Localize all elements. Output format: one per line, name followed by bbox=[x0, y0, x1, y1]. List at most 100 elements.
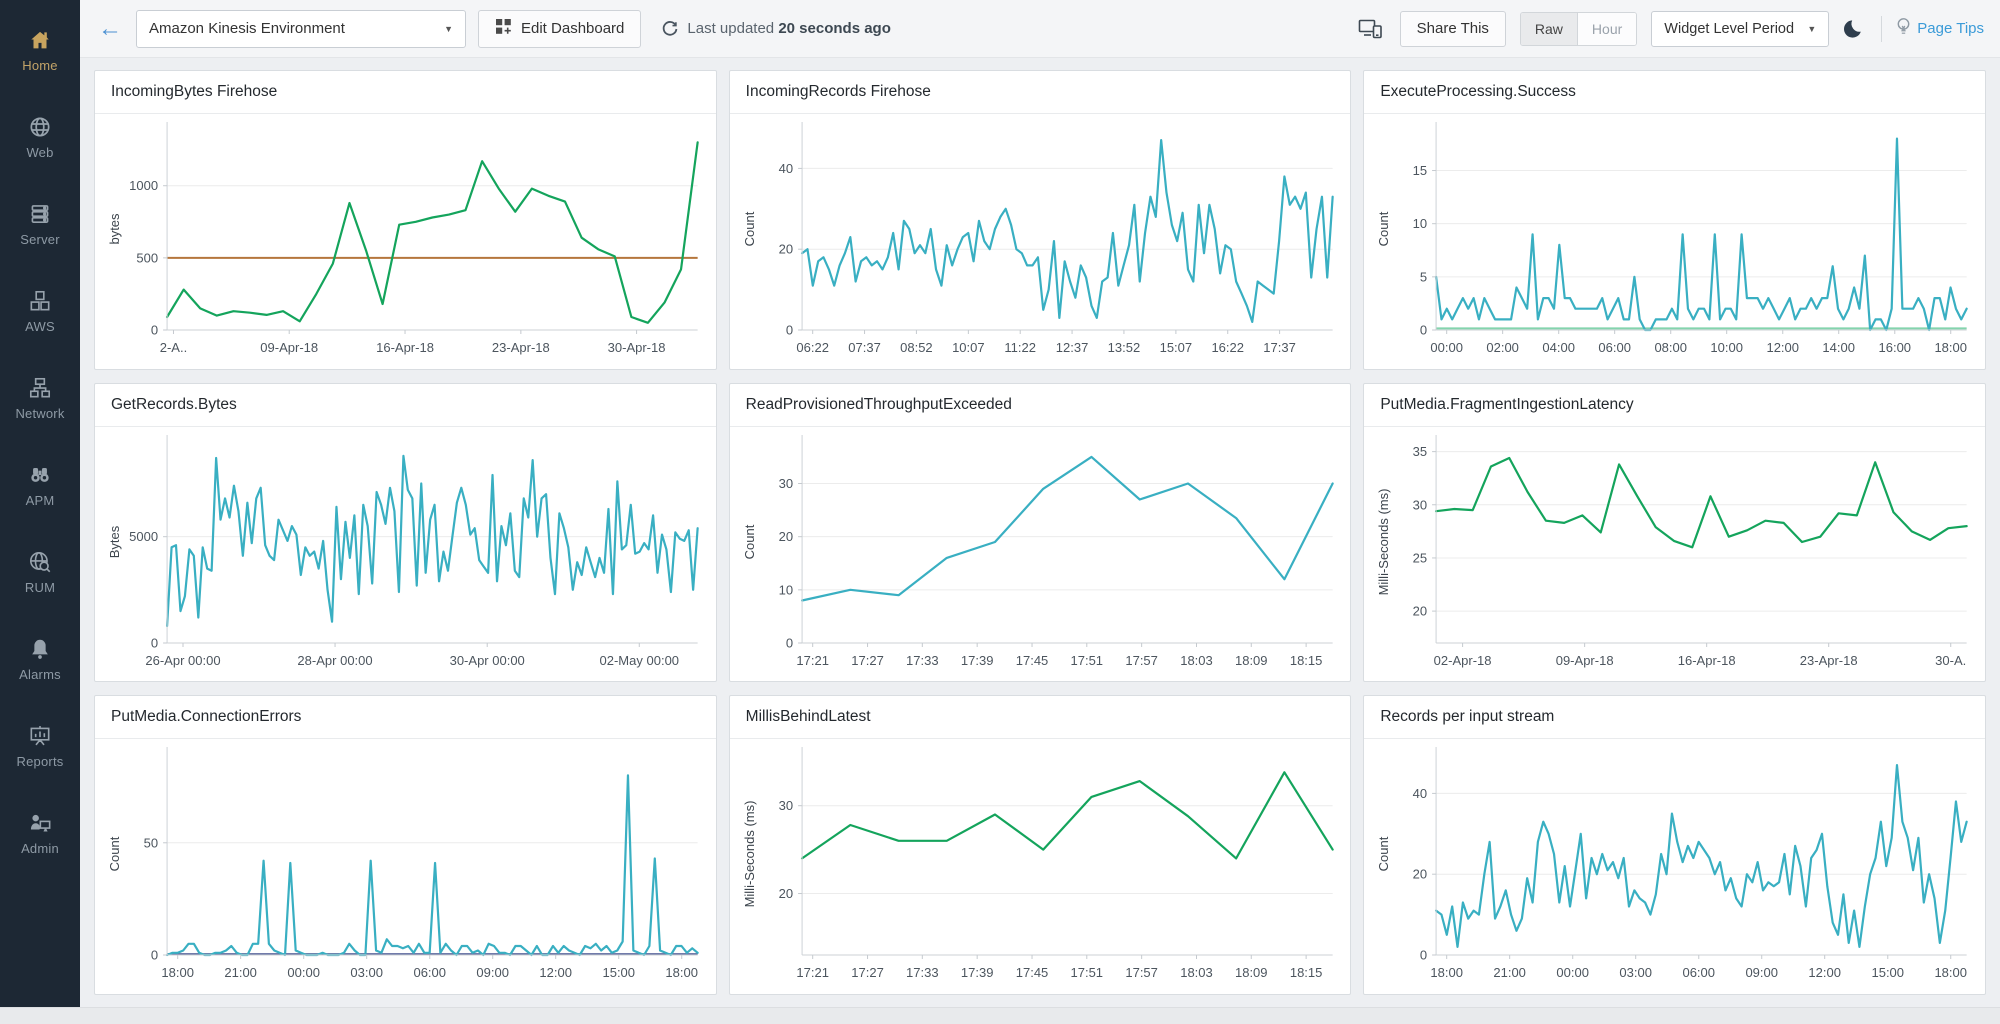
edit-dashboard-button[interactable]: Edit Dashboard bbox=[478, 9, 642, 48]
svg-text:18:00: 18:00 bbox=[1935, 340, 1968, 355]
dashboard-select[interactable]: Amazon Kinesis Environment ▼ bbox=[136, 9, 466, 48]
horizontal-scrollbar[interactable] bbox=[0, 1007, 2000, 1024]
svg-text:30: 30 bbox=[1413, 497, 1427, 512]
svg-text:04:00: 04:00 bbox=[1543, 340, 1576, 355]
svg-text:0: 0 bbox=[1420, 948, 1427, 963]
svg-text:0: 0 bbox=[1420, 323, 1427, 338]
sidebar-item-apm[interactable]: APM bbox=[0, 441, 80, 528]
svg-text:Count: Count bbox=[742, 211, 757, 246]
last-updated-status: Last updated 20 seconds ago bbox=[661, 20, 891, 38]
sidebar-item-label: Alarms bbox=[19, 666, 61, 682]
line-chart[interactable]: 20 25 30 35 02-Apr-18 09-Apr-18 16-Apr-18 23-Ap… bbox=[1364, 427, 1985, 682]
sidebar-item-rum[interactable]: RUM bbox=[0, 528, 80, 615]
line-chart[interactable]: 0 5 10 15 00:00 02:00 04:00 06:00 08:00 10:00 12:0… bbox=[1364, 114, 1985, 369]
svg-text:17:33: 17:33 bbox=[906, 965, 939, 980]
sidebar: Home Web Server AWS Network bbox=[0, 0, 80, 1007]
svg-text:17:39: 17:39 bbox=[961, 965, 994, 980]
svg-text:Count: Count bbox=[742, 524, 757, 559]
svg-text:30-A.: 30-A. bbox=[1936, 653, 1967, 668]
line-chart[interactable]: 0 50 18:00 21:00 00:00 03:00 06:00 09:00 12:00 15… bbox=[95, 739, 716, 994]
bell-icon bbox=[27, 636, 53, 662]
sidebar-item-reports[interactable]: Reports bbox=[0, 702, 80, 789]
granularity-raw-button[interactable]: Raw bbox=[1520, 12, 1578, 45]
sidebar-item-web[interactable]: Web bbox=[0, 93, 80, 180]
svg-text:06:00: 06:00 bbox=[413, 965, 446, 980]
sidebar-item-aws[interactable]: AWS bbox=[0, 267, 80, 354]
svg-text:09:00: 09:00 bbox=[1746, 965, 1779, 980]
line-chart[interactable]: 20 30 17:21 17:27 17:33 17:39 17:45 17:51 17:57 1… bbox=[730, 739, 1351, 994]
svg-text:0: 0 bbox=[785, 635, 792, 650]
chart-title: IncomingRecords Firehose bbox=[729, 71, 1351, 114]
presentation-chart-icon bbox=[27, 723, 53, 749]
sidebar-item-label: Admin bbox=[21, 840, 59, 856]
svg-text:17:33: 17:33 bbox=[906, 653, 939, 668]
svg-text:23-Apr-18: 23-Apr-18 bbox=[492, 340, 550, 355]
svg-text:15:00: 15:00 bbox=[602, 965, 635, 980]
svg-text:18:09: 18:09 bbox=[1235, 965, 1268, 980]
page-tips-link[interactable]: Page Tips bbox=[1896, 17, 1984, 41]
svg-text:06:00: 06:00 bbox=[1683, 965, 1716, 980]
svg-text:15:00: 15:00 bbox=[1872, 965, 1905, 980]
sidebar-item-label: Network bbox=[15, 405, 65, 421]
svg-text:12:00: 12:00 bbox=[1767, 340, 1800, 355]
svg-text:11:22: 11:22 bbox=[1004, 340, 1036, 355]
svg-text:21:00: 21:00 bbox=[224, 965, 257, 980]
svg-text:02:00: 02:00 bbox=[1487, 340, 1520, 355]
svg-text:20: 20 bbox=[778, 529, 792, 544]
line-chart[interactable]: 0 20 40 18:00 21:00 00:00 03:00 06:00 09:00 12:00… bbox=[1364, 739, 1985, 994]
dashboard-select-value: Amazon Kinesis Environment bbox=[149, 20, 345, 37]
refresh-icon[interactable] bbox=[661, 20, 679, 38]
lightbulb-icon bbox=[1896, 17, 1911, 41]
svg-text:17:27: 17:27 bbox=[851, 653, 884, 668]
svg-text:1000: 1000 bbox=[129, 178, 158, 193]
svg-text:17:27: 17:27 bbox=[851, 965, 884, 980]
sidebar-item-alarms[interactable]: Alarms bbox=[0, 615, 80, 702]
chart-title: PutMedia.ConnectionErrors bbox=[95, 696, 716, 740]
svg-text:40: 40 bbox=[1413, 786, 1427, 801]
sidebar-item-label: Web bbox=[26, 144, 54, 160]
dashboard-grid-icon bbox=[495, 18, 512, 39]
svg-text:23-Apr-18: 23-Apr-18 bbox=[1800, 653, 1858, 668]
svg-text:17:45: 17:45 bbox=[1015, 653, 1048, 668]
binoculars-icon bbox=[27, 462, 53, 488]
granularity-hour-button[interactable]: Hour bbox=[1577, 12, 1637, 45]
line-chart[interactable]: 0 500 1000 2-A.. 09-Apr-18 16-Apr-18 23-Apr-18… bbox=[95, 114, 716, 369]
sidebar-item-network[interactable]: Network bbox=[0, 354, 80, 441]
svg-text:18:00: 18:00 bbox=[161, 965, 194, 980]
widget-level-period-select[interactable]: Widget Level Period ▼ bbox=[1651, 10, 1830, 47]
devices-icon[interactable] bbox=[1358, 18, 1386, 40]
share-this-button[interactable]: Share This bbox=[1399, 10, 1506, 47]
svg-text:35: 35 bbox=[1413, 444, 1427, 459]
svg-text:28-Apr 00:00: 28-Apr 00:00 bbox=[297, 653, 372, 668]
granularity-toggle: Raw Hour bbox=[1519, 11, 1638, 46]
chart-title: GetRecords.Bytes bbox=[95, 384, 716, 427]
chart-title: IncomingBytes Firehose bbox=[95, 71, 716, 114]
svg-text:21:00: 21:00 bbox=[1494, 965, 1527, 980]
back-arrow-icon[interactable]: ← bbox=[98, 14, 122, 42]
svg-text:08:52: 08:52 bbox=[900, 340, 933, 355]
svg-text:bytes: bytes bbox=[107, 213, 122, 245]
svg-text:02-May 00:00: 02-May 00:00 bbox=[600, 653, 680, 668]
last-updated-value: 20 seconds ago bbox=[778, 20, 891, 37]
sidebar-item-server[interactable]: Server bbox=[0, 180, 80, 267]
sidebar-item-home[interactable]: Home bbox=[0, 6, 80, 93]
line-chart[interactable]: 0 5000 26-Apr 00:00 28-Apr 00:00 30-Apr 00:0… bbox=[95, 427, 716, 682]
svg-text:17:51: 17:51 bbox=[1070, 965, 1103, 980]
main-area: ← Amazon Kinesis Environment ▼ Edit Dash… bbox=[80, 0, 2000, 1007]
svg-text:5: 5 bbox=[1420, 269, 1427, 284]
svg-text:03:00: 03:00 bbox=[1620, 965, 1653, 980]
svg-text:09-Apr-18: 09-Apr-18 bbox=[260, 340, 318, 355]
svg-text:Count: Count bbox=[1376, 211, 1391, 246]
topbar: ← Amazon Kinesis Environment ▼ Edit Dash… bbox=[80, 0, 2000, 58]
svg-text:15:07: 15:07 bbox=[1159, 340, 1192, 355]
svg-text:12:00: 12:00 bbox=[1809, 965, 1842, 980]
line-chart[interactable]: 0 20 40 06:22 07:37 08:52 10:07 11:22 12:37 13:52… bbox=[730, 114, 1351, 369]
svg-text:09:00: 09:00 bbox=[476, 965, 509, 980]
sidebar-item-admin[interactable]: Admin bbox=[0, 789, 80, 876]
moon-icon[interactable] bbox=[1843, 17, 1867, 41]
svg-text:18:03: 18:03 bbox=[1180, 965, 1213, 980]
line-chart[interactable]: 0 10 20 30 17:21 17:27 17:33 17:39 17:45 17:51 17:… bbox=[730, 427, 1351, 682]
svg-text:18:15: 18:15 bbox=[1289, 653, 1322, 668]
chart-title: ReadProvisionedThroughputExceeded bbox=[729, 384, 1351, 427]
